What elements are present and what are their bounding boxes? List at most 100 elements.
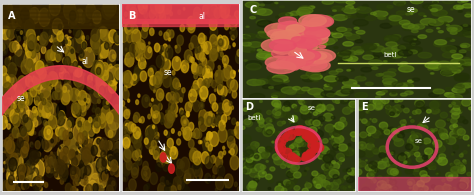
Circle shape xyxy=(199,140,201,144)
Circle shape xyxy=(12,153,23,171)
Circle shape xyxy=(3,98,15,116)
Circle shape xyxy=(86,3,96,19)
Circle shape xyxy=(404,152,410,157)
Circle shape xyxy=(168,160,172,167)
Circle shape xyxy=(306,154,310,157)
Circle shape xyxy=(428,155,432,159)
Circle shape xyxy=(391,152,393,154)
Circle shape xyxy=(384,35,400,42)
Circle shape xyxy=(308,34,311,36)
Circle shape xyxy=(463,135,469,140)
Circle shape xyxy=(36,183,38,185)
Circle shape xyxy=(100,27,107,37)
Circle shape xyxy=(128,25,130,29)
Circle shape xyxy=(383,78,397,84)
Circle shape xyxy=(268,78,283,84)
Circle shape xyxy=(128,122,134,131)
Circle shape xyxy=(332,108,334,110)
Circle shape xyxy=(59,111,65,121)
Circle shape xyxy=(438,157,447,165)
Circle shape xyxy=(100,185,102,190)
Circle shape xyxy=(64,61,66,65)
Circle shape xyxy=(377,181,387,189)
Circle shape xyxy=(408,80,413,82)
Circle shape xyxy=(327,185,331,189)
Circle shape xyxy=(441,134,448,140)
Circle shape xyxy=(390,169,399,175)
Circle shape xyxy=(332,136,334,137)
Circle shape xyxy=(286,161,293,167)
Circle shape xyxy=(374,102,383,110)
Circle shape xyxy=(289,177,297,184)
Circle shape xyxy=(10,155,12,158)
Circle shape xyxy=(348,186,351,188)
Circle shape xyxy=(187,113,189,117)
Circle shape xyxy=(29,158,34,166)
Circle shape xyxy=(19,84,22,88)
Circle shape xyxy=(440,133,446,138)
Circle shape xyxy=(112,54,115,58)
Circle shape xyxy=(343,169,346,172)
Circle shape xyxy=(420,18,436,25)
Circle shape xyxy=(332,97,339,103)
Circle shape xyxy=(59,166,68,180)
Circle shape xyxy=(65,35,68,41)
Circle shape xyxy=(289,52,298,56)
Circle shape xyxy=(218,128,227,142)
Circle shape xyxy=(75,103,81,112)
Circle shape xyxy=(303,50,314,55)
Circle shape xyxy=(230,28,237,39)
Circle shape xyxy=(283,133,292,140)
Circle shape xyxy=(40,45,42,48)
Circle shape xyxy=(216,123,218,126)
Circle shape xyxy=(291,24,297,27)
Circle shape xyxy=(32,114,36,120)
Circle shape xyxy=(15,35,17,37)
Circle shape xyxy=(201,49,202,51)
Circle shape xyxy=(318,155,323,159)
Circle shape xyxy=(16,11,20,19)
Circle shape xyxy=(246,26,249,27)
Circle shape xyxy=(6,179,14,191)
Circle shape xyxy=(157,17,160,22)
Circle shape xyxy=(228,136,235,149)
Circle shape xyxy=(335,170,337,172)
Circle shape xyxy=(301,112,311,120)
Circle shape xyxy=(451,167,460,174)
Circle shape xyxy=(248,118,252,121)
Circle shape xyxy=(465,62,471,65)
Circle shape xyxy=(378,100,385,106)
Circle shape xyxy=(105,42,109,49)
Circle shape xyxy=(100,29,108,41)
Circle shape xyxy=(109,64,112,68)
Circle shape xyxy=(447,94,463,101)
Circle shape xyxy=(407,46,422,53)
Circle shape xyxy=(21,183,25,189)
Circle shape xyxy=(376,91,385,95)
Circle shape xyxy=(36,68,42,76)
Circle shape xyxy=(447,120,450,122)
Circle shape xyxy=(72,157,78,167)
Circle shape xyxy=(388,174,394,179)
Circle shape xyxy=(99,47,105,57)
Circle shape xyxy=(215,70,224,83)
Circle shape xyxy=(283,30,297,36)
Circle shape xyxy=(301,63,308,65)
Circle shape xyxy=(133,115,138,122)
Circle shape xyxy=(42,134,53,152)
Circle shape xyxy=(294,139,303,147)
Circle shape xyxy=(121,86,124,90)
Circle shape xyxy=(426,29,433,32)
Circle shape xyxy=(438,129,447,136)
Circle shape xyxy=(2,187,4,191)
Circle shape xyxy=(134,65,141,76)
Circle shape xyxy=(444,93,454,97)
Circle shape xyxy=(382,183,389,189)
Circle shape xyxy=(210,26,218,38)
Circle shape xyxy=(244,150,254,157)
Circle shape xyxy=(275,45,285,50)
Circle shape xyxy=(172,129,174,133)
Circle shape xyxy=(269,40,296,51)
Circle shape xyxy=(104,89,111,100)
Circle shape xyxy=(164,113,173,128)
